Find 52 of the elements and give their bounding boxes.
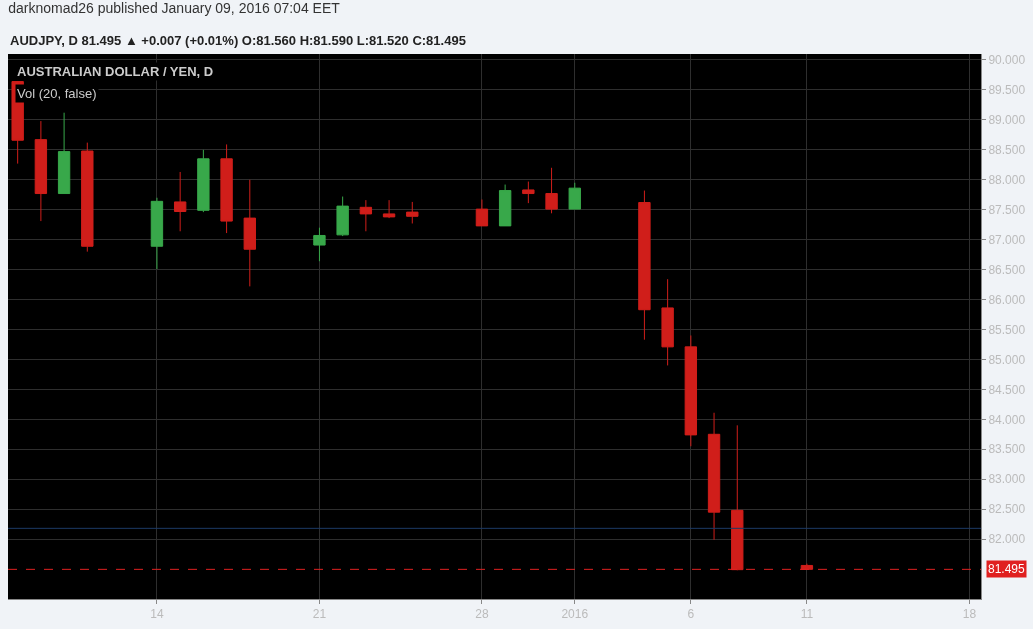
y-tick-label: 84.000 bbox=[988, 412, 1026, 427]
candlestick bbox=[220, 143, 233, 234]
candlestick bbox=[568, 182, 581, 210]
candlestick bbox=[684, 334, 698, 447]
candlestick bbox=[336, 196, 349, 237]
candlestick bbox=[173, 171, 187, 232]
candlestick bbox=[57, 112, 71, 195]
candlestick bbox=[34, 120, 48, 222]
x-tick-label: 6 bbox=[687, 607, 695, 622]
x-tick-label: 2016 bbox=[561, 607, 589, 622]
annotation: Vol (20, false) bbox=[17, 86, 97, 101]
ref-line-label: 81.495 bbox=[988, 562, 1026, 576]
y-tick-label: 85.500 bbox=[988, 322, 1026, 337]
y-tick-label: 87.000 bbox=[988, 232, 1026, 247]
x-tick-label: 14 bbox=[150, 607, 164, 622]
x-tick-label: 18 bbox=[962, 607, 977, 622]
chart-title: darknomad26 published January 09, 2016 07:04 EET bbox=[8, 0, 341, 16]
candlestick bbox=[150, 197, 164, 270]
x-tick-label: 11 bbox=[800, 607, 814, 622]
chart-subtitle: AUDJPY, D 81.495 ▲ +0.007 (+0.01%) O:81.560 H:81.590 L:81.520 C:81.495 bbox=[10, 33, 466, 48]
candlestick bbox=[406, 201, 419, 224]
y-tick-label: 84.500 bbox=[988, 382, 1026, 397]
y-tick-label: 86.500 bbox=[988, 262, 1026, 277]
y-tick-label: 89.000 bbox=[988, 113, 1026, 128]
candlestick bbox=[731, 424, 744, 571]
candlestick bbox=[522, 181, 535, 204]
y-tick-label: 88.000 bbox=[988, 172, 1026, 187]
y-tick-label: 83.500 bbox=[988, 442, 1026, 457]
x-tick-label: 21 bbox=[312, 607, 327, 622]
y-tick-label: 89.500 bbox=[988, 83, 1026, 98]
y-tick-label: 82.500 bbox=[988, 502, 1026, 517]
x-tick-label: 28 bbox=[475, 607, 489, 622]
candlestick bbox=[313, 227, 326, 262]
candlestick bbox=[359, 199, 373, 232]
candlestick bbox=[638, 190, 651, 341]
candlestick bbox=[707, 412, 721, 541]
annotation: AUSTRALIAN DOLLAR / YEN, D bbox=[17, 64, 214, 79]
y-tick-label: 86.000 bbox=[988, 292, 1026, 307]
y-tick-label: 83.000 bbox=[988, 472, 1026, 487]
candlestick bbox=[81, 142, 94, 253]
candlestick bbox=[661, 278, 674, 366]
y-tick-label: 82.000 bbox=[988, 532, 1026, 547]
y-tick-label: 87.500 bbox=[988, 202, 1026, 217]
candlestick bbox=[382, 199, 396, 219]
y-tick-label: 85.000 bbox=[988, 352, 1026, 367]
y-tick-label: 90.000 bbox=[988, 53, 1026, 68]
candlestick bbox=[475, 199, 489, 227]
candlestick bbox=[197, 149, 210, 213]
candlestick bbox=[545, 167, 558, 214]
candlestick bbox=[243, 179, 256, 287]
y-tick-label: 88.500 bbox=[988, 143, 1026, 158]
candlestick bbox=[498, 184, 512, 227]
